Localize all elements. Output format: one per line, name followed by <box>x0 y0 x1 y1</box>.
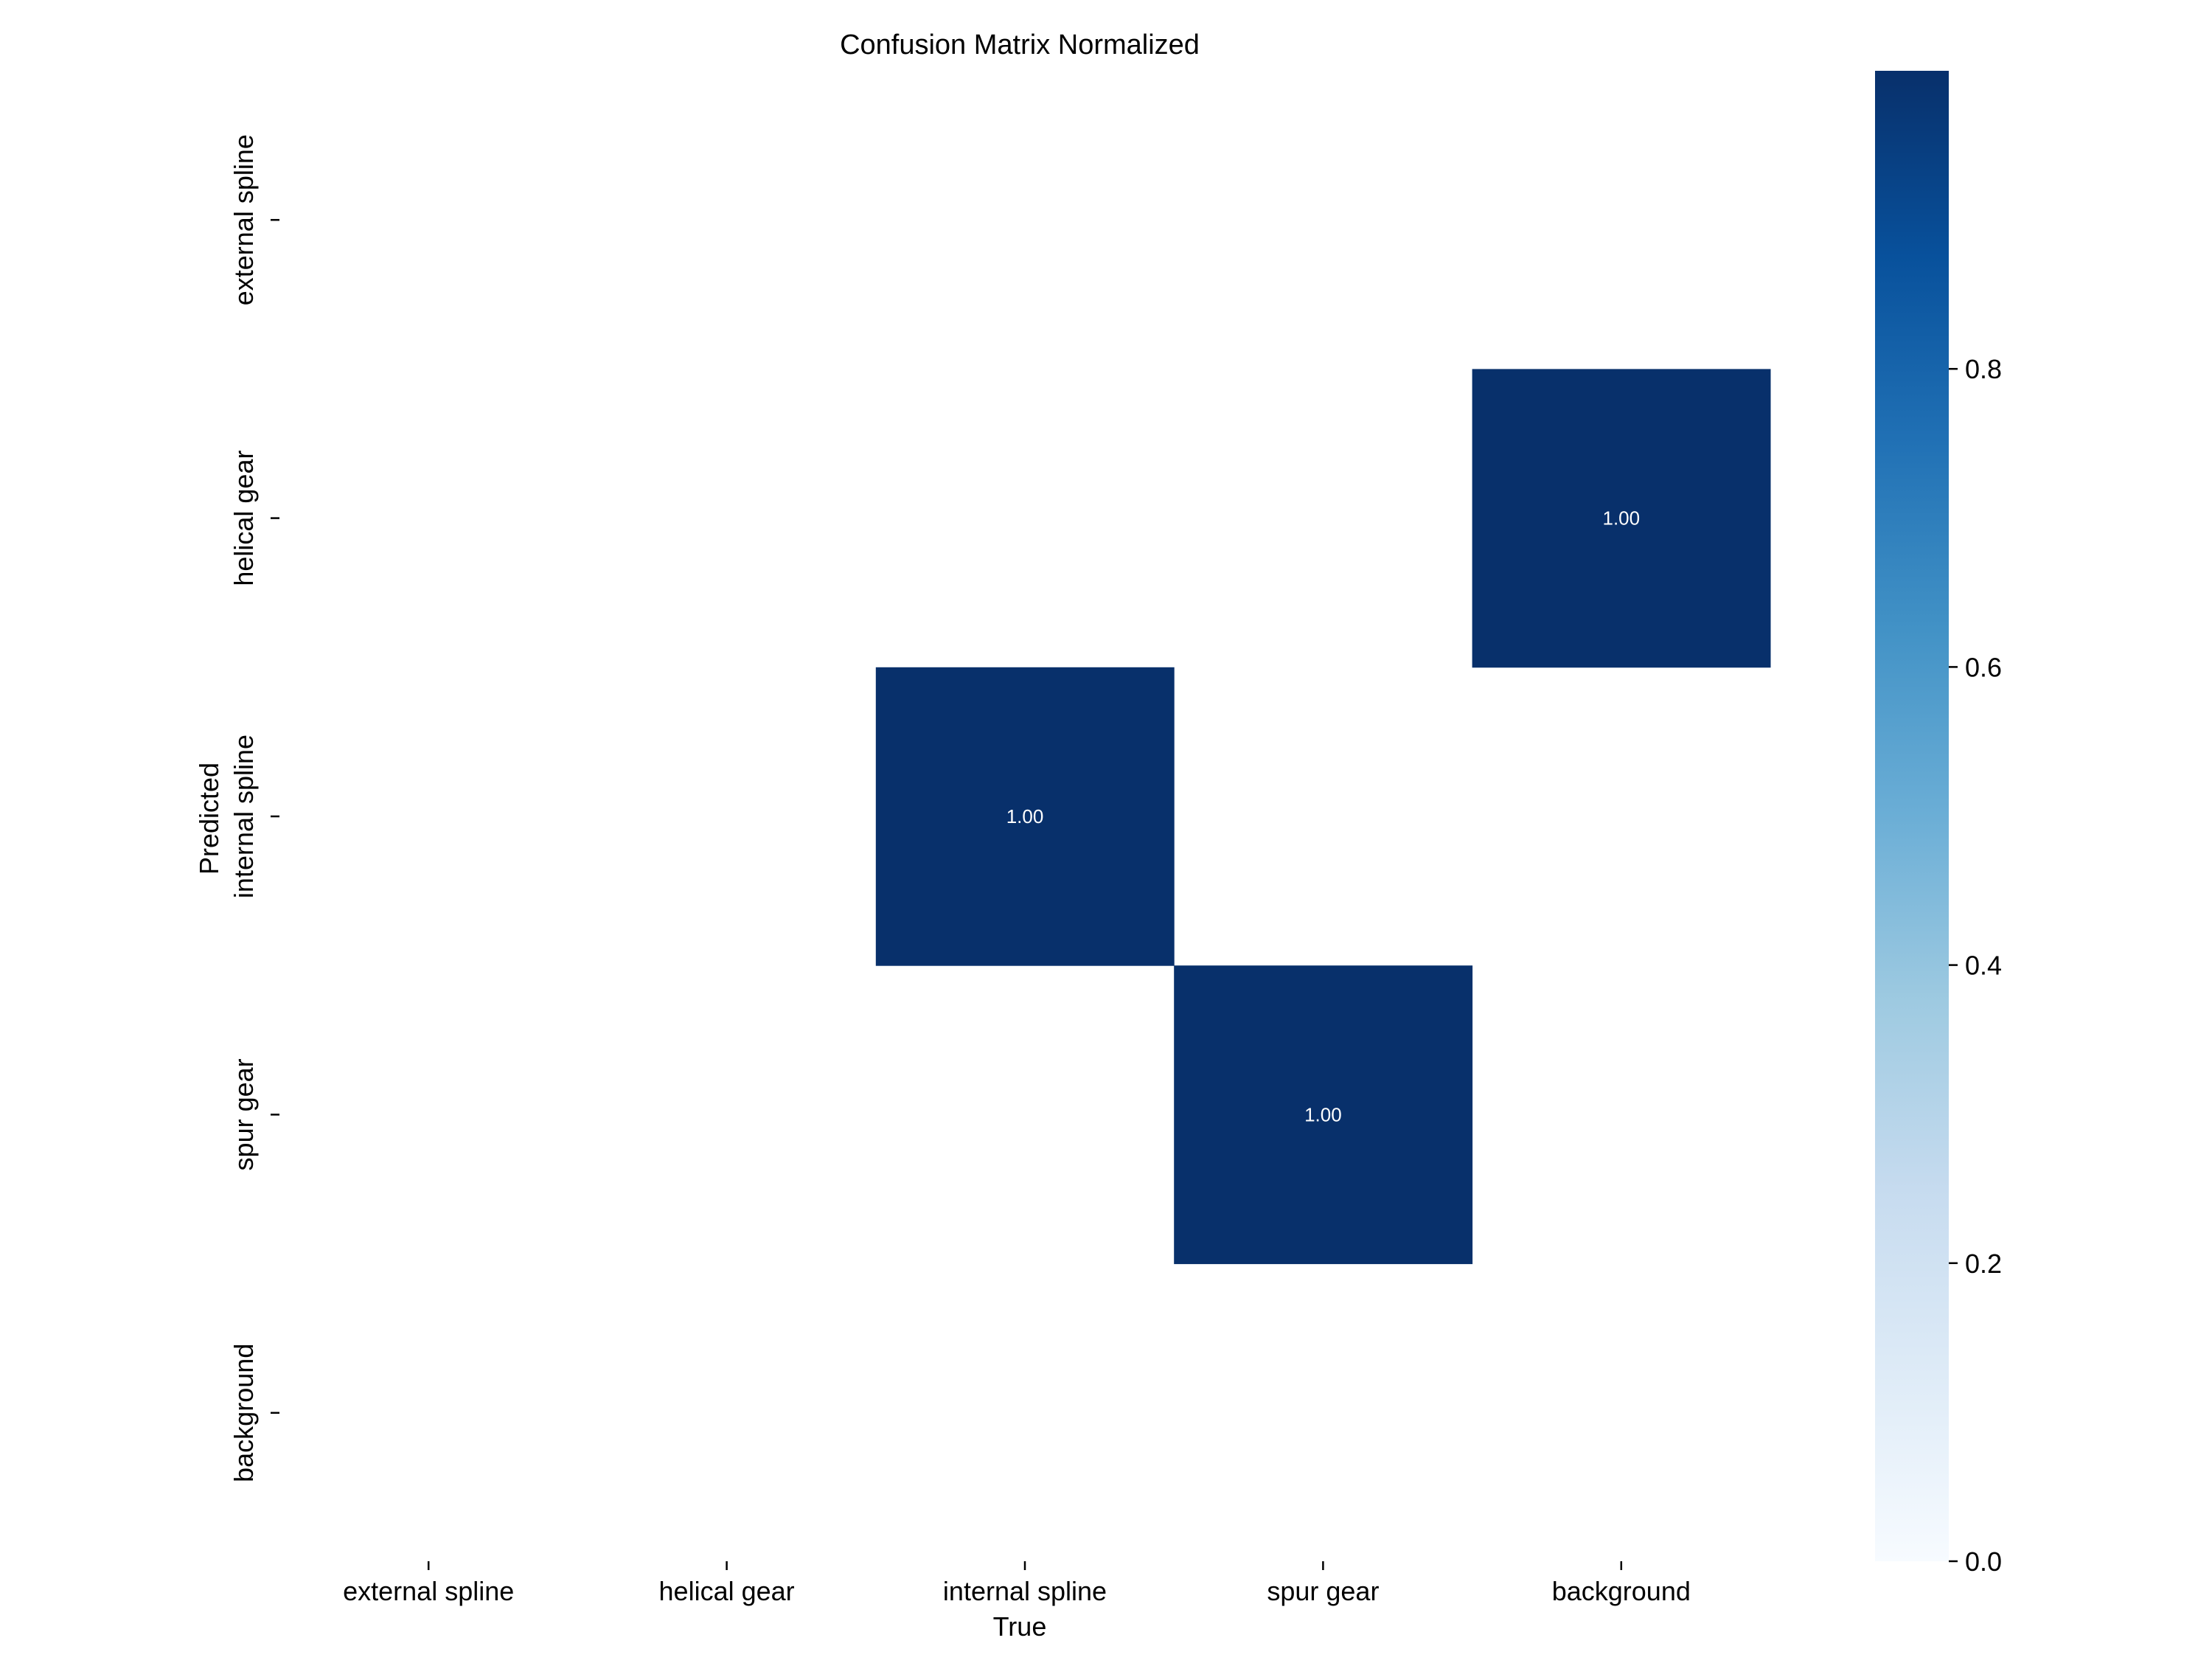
y-tick-label-external-spline: external spline <box>229 134 259 305</box>
y-axis-label: Predicted <box>194 763 224 875</box>
heatmap-cell-value: 1.00 <box>1602 507 1640 530</box>
colorbar-tick-label: 0.8 <box>1965 354 2002 384</box>
x-tick-label-helical-gear: helical gear <box>659 1576 795 1606</box>
heatmap-cells <box>875 369 1771 1265</box>
x-tick-label-spur-gear: spur gear <box>1267 1576 1379 1606</box>
x-tick-label-external-spline: external spline <box>343 1576 514 1606</box>
x-axis: external spline helical gear internal spli… <box>343 1561 1691 1606</box>
heatmap-cell-helical-gear-background <box>1472 369 1771 668</box>
y-tick-label-spur-gear: spur gear <box>229 1058 259 1170</box>
heatmap-cell-value: 1.00 <box>1006 805 1044 827</box>
y-tick-label-helical-gear: helical gear <box>229 451 259 586</box>
colorbar-ticks: 0.0 0.2 0.4 0.6 0.8 <box>1949 354 2002 1577</box>
heatmap-cell-internal-spline-internal-spline <box>875 667 1175 966</box>
y-axis: external spline helical gear internal spli… <box>229 134 279 1482</box>
colorbar-tick-label: 0.4 <box>1965 951 2002 981</box>
heatmap-cell-labels: 1.00 1.00 1.00 <box>1006 507 1640 1126</box>
colorbar <box>1875 71 1949 1561</box>
y-tick-label-internal-spline: internal spline <box>229 735 259 898</box>
colorbar-tick-label: 0.0 <box>1965 1546 2002 1577</box>
colorbar-tick-label: 0.6 <box>1965 652 2002 682</box>
x-tick-label-background: background <box>1552 1576 1691 1606</box>
x-tick-label-internal-spline: internal spline <box>943 1576 1107 1606</box>
heatmap-cell-value: 1.00 <box>1304 1103 1342 1125</box>
heatmap-cell-spur-gear-spur-gear <box>1174 965 1473 1265</box>
chart-title: Confusion Matrix Normalized <box>840 29 1200 60</box>
colorbar-tick-label: 0.2 <box>1965 1249 2002 1279</box>
y-tick-label-background: background <box>229 1344 259 1482</box>
x-axis-label: True <box>993 1611 1047 1642</box>
